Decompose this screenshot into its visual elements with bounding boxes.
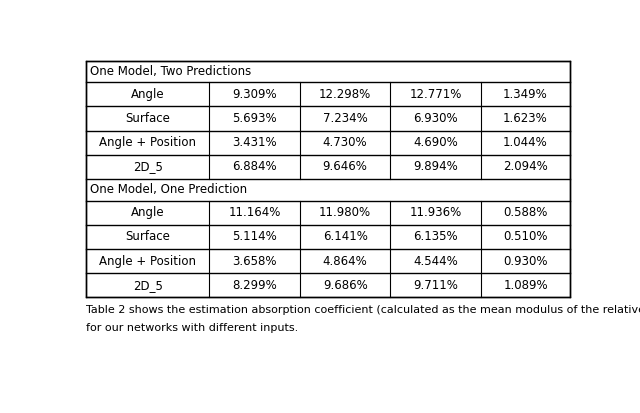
Text: 9.646%: 9.646% — [323, 160, 367, 173]
Text: 9.711%: 9.711% — [413, 279, 458, 292]
Text: Surface: Surface — [125, 112, 170, 125]
Text: 0.510%: 0.510% — [503, 230, 548, 243]
Text: 3.658%: 3.658% — [232, 254, 277, 268]
Text: 1.089%: 1.089% — [503, 279, 548, 292]
Text: 4.690%: 4.690% — [413, 136, 458, 149]
Text: 2D_5: 2D_5 — [132, 160, 163, 173]
Text: 6.141%: 6.141% — [323, 230, 367, 243]
Text: 1.623%: 1.623% — [503, 112, 548, 125]
Text: 2.094%: 2.094% — [503, 160, 548, 173]
Text: 9.686%: 9.686% — [323, 279, 367, 292]
Text: 12.298%: 12.298% — [319, 88, 371, 101]
Text: 4.730%: 4.730% — [323, 136, 367, 149]
Text: 0.930%: 0.930% — [503, 254, 548, 268]
Text: 6.884%: 6.884% — [232, 160, 277, 173]
Text: One Model, One Prediction: One Model, One Prediction — [90, 183, 247, 196]
Text: 1.044%: 1.044% — [503, 136, 548, 149]
Text: 11.164%: 11.164% — [228, 206, 281, 219]
Text: 4.864%: 4.864% — [323, 254, 367, 268]
Text: Table 2 shows the estimation absorption coefficient (calculated as the mean modu: Table 2 shows the estimation absorption … — [86, 305, 640, 315]
Text: 5.693%: 5.693% — [232, 112, 277, 125]
Text: 8.299%: 8.299% — [232, 279, 277, 292]
Text: Surface: Surface — [125, 230, 170, 243]
Text: 4.544%: 4.544% — [413, 254, 458, 268]
Text: 9.309%: 9.309% — [232, 88, 277, 101]
Text: Angle: Angle — [131, 88, 164, 101]
Text: 12.771%: 12.771% — [410, 88, 462, 101]
Text: 5.114%: 5.114% — [232, 230, 277, 243]
Text: 1.349%: 1.349% — [503, 88, 548, 101]
Text: Angle + Position: Angle + Position — [99, 254, 196, 268]
Text: 11.980%: 11.980% — [319, 206, 371, 219]
Text: 7.234%: 7.234% — [323, 112, 367, 125]
Text: 6.930%: 6.930% — [413, 112, 458, 125]
Bar — [86, 61, 570, 297]
Text: 11.936%: 11.936% — [410, 206, 462, 219]
Text: 3.431%: 3.431% — [232, 136, 277, 149]
Text: Angle: Angle — [131, 206, 164, 219]
Text: 6.135%: 6.135% — [413, 230, 458, 243]
Text: 2D_5: 2D_5 — [132, 279, 163, 292]
Text: Angle + Position: Angle + Position — [99, 136, 196, 149]
Text: 9.894%: 9.894% — [413, 160, 458, 173]
Text: 0.588%: 0.588% — [503, 206, 548, 219]
Text: for our networks with different inputs.: for our networks with different inputs. — [86, 323, 298, 333]
Text: One Model, Two Predictions: One Model, Two Predictions — [90, 65, 251, 78]
